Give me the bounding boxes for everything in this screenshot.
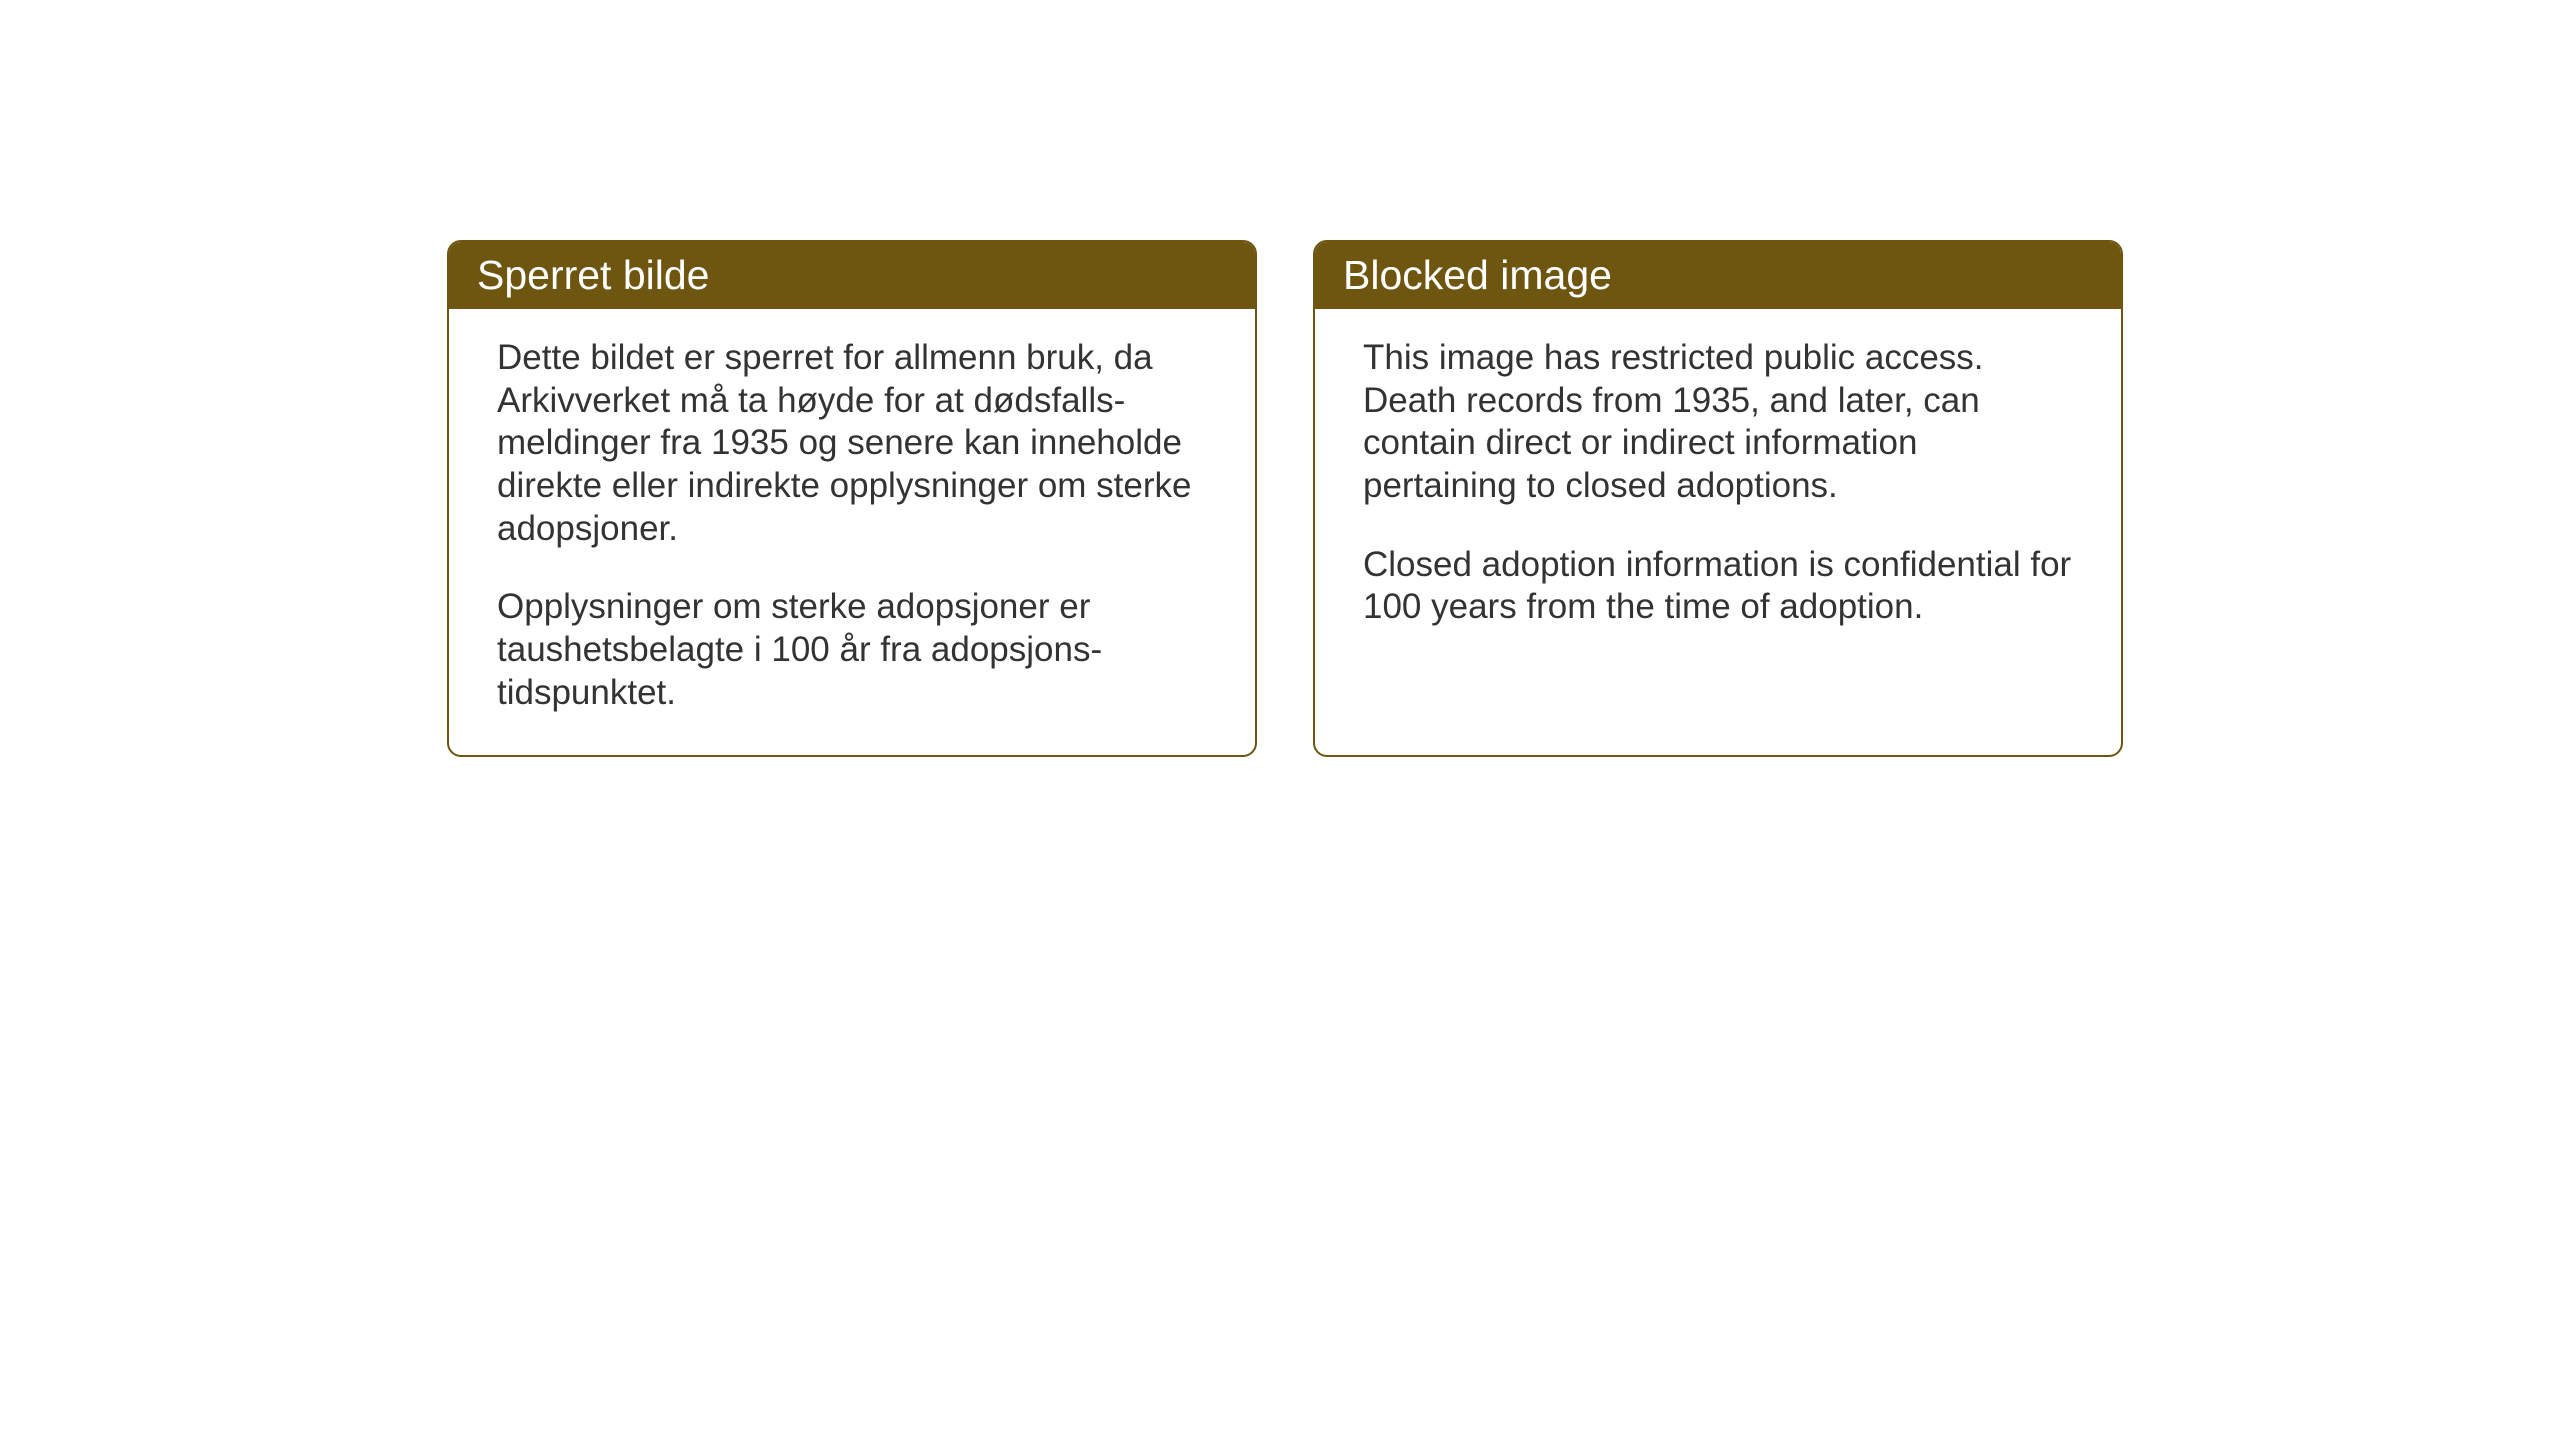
norwegian-paragraph-2: Opplysninger om sterke adopsjoner er tau… (497, 586, 1207, 714)
english-card-body: This image has restricted public access.… (1315, 309, 2121, 669)
english-paragraph-1: This image has restricted public access.… (1363, 337, 2073, 508)
norwegian-paragraph-1: Dette bildet er sperret for allmenn bruk… (497, 337, 1207, 550)
english-card: Blocked image This image has restricted … (1313, 240, 2123, 757)
norwegian-card: Sperret bilde Dette bildet er sperret fo… (447, 240, 1257, 757)
cards-container: Sperret bilde Dette bildet er sperret fo… (447, 240, 2123, 757)
english-paragraph-2: Closed adoption information is confident… (1363, 544, 2073, 629)
norwegian-card-body: Dette bildet er sperret for allmenn bruk… (449, 309, 1255, 755)
english-card-title: Blocked image (1315, 242, 2121, 309)
norwegian-card-title: Sperret bilde (449, 242, 1255, 309)
